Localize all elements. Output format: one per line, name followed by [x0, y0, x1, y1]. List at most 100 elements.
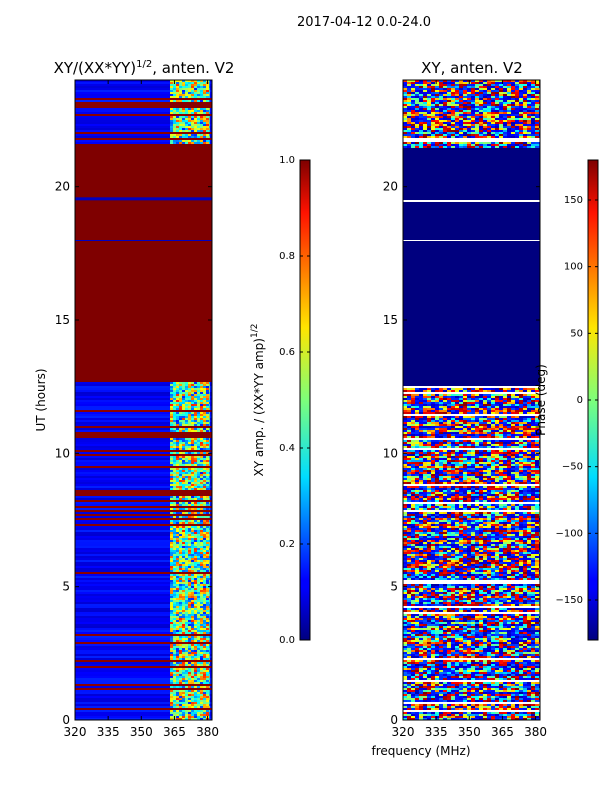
amp-cell [203, 626, 207, 628]
phase-cell [483, 394, 487, 396]
phase-cell [507, 124, 511, 126]
amp-cell [179, 112, 183, 114]
amp-cell [194, 390, 198, 392]
amp-cell [197, 120, 201, 122]
amp-row [75, 586, 171, 588]
phase-cell [455, 446, 459, 448]
amp-cell [200, 528, 204, 530]
amp-cell [179, 470, 183, 472]
amp-cell [188, 460, 192, 462]
amp-cell [203, 670, 207, 672]
phase-cell [439, 410, 443, 412]
phase-cell [431, 108, 435, 110]
amp-cell [170, 416, 174, 418]
amp-cell [170, 402, 174, 404]
phase-cell [447, 428, 451, 430]
amp-cell [185, 576, 189, 578]
phase-cell [475, 102, 479, 104]
phase-cell [531, 406, 535, 408]
phase-cell [455, 412, 459, 414]
phase-cell [447, 132, 451, 134]
phase-cell [499, 96, 503, 98]
phase-cell [435, 416, 439, 418]
amp-cell [173, 658, 177, 660]
amp-cell [170, 404, 174, 406]
amp-cell [206, 112, 210, 114]
phase-cell [463, 120, 467, 122]
phase-cell [459, 432, 463, 434]
amp-row [75, 218, 212, 220]
amp-cell [170, 428, 174, 430]
phase-cell [495, 128, 499, 130]
amp-cell [200, 586, 204, 588]
phase-cell [503, 418, 507, 420]
phase-cell [483, 116, 487, 118]
amp-cell [182, 594, 186, 596]
amp-cell [191, 648, 195, 650]
amp-cell [194, 136, 198, 138]
amp-cell [179, 630, 183, 632]
amp-cell [191, 86, 195, 88]
amp-cell [200, 504, 204, 506]
amp-cell [182, 398, 186, 400]
amp-cell [182, 388, 186, 390]
amp-row [209, 96, 212, 98]
phase-cell [411, 400, 415, 402]
amp-cell [191, 458, 195, 460]
amp-row [209, 694, 212, 696]
phase-cell [487, 126, 491, 128]
phase-cell [471, 400, 475, 402]
amp-cell [194, 716, 198, 718]
phase-cell [491, 110, 495, 112]
amp-cell [194, 420, 198, 422]
amp-cell [176, 476, 180, 478]
amp-cell [197, 502, 201, 504]
amp-cell [191, 636, 195, 638]
amp-cell [197, 678, 201, 680]
amp-cell [182, 586, 186, 588]
phase-cell [459, 134, 463, 136]
amp-cell [170, 394, 174, 396]
phase-cell [463, 394, 467, 396]
phase-cell [471, 128, 475, 130]
amp-row [209, 386, 212, 388]
phase-cell [435, 402, 439, 404]
amp-cell [197, 624, 201, 626]
amp-row [75, 690, 171, 692]
amp-cell [200, 502, 204, 504]
phase-cell [531, 408, 535, 410]
phase-cell [479, 128, 483, 130]
amp-row [75, 274, 212, 276]
amp-cell [200, 458, 204, 460]
amp-cell [188, 428, 192, 430]
phase-cell [431, 142, 435, 144]
amp-cell [203, 124, 207, 126]
phase-cell [419, 420, 423, 422]
phase-cell [475, 100, 479, 102]
phase-cell [499, 434, 503, 436]
phase-cell [407, 398, 411, 400]
phase-cell [463, 396, 467, 398]
amp-cell [206, 136, 210, 138]
amp-cell [188, 638, 192, 640]
amp-cell [191, 448, 195, 450]
phase-cell [407, 434, 411, 436]
amp-cell [206, 538, 210, 540]
amp-cell [191, 498, 195, 500]
amp-cell [197, 100, 201, 102]
amp-cell [200, 616, 204, 618]
phase-cell [515, 398, 519, 400]
amp-cell [194, 130, 198, 132]
phase-cell [419, 446, 423, 448]
amp-cell [197, 568, 201, 570]
phase-cell [503, 408, 507, 410]
amp-cell [170, 594, 174, 596]
phase-cell [479, 102, 483, 104]
amp-cell [194, 428, 198, 430]
amp-row [209, 498, 212, 500]
amp-cell [203, 522, 207, 524]
phase-cell [435, 446, 439, 448]
phase-cell [455, 418, 459, 420]
phase-cell [511, 80, 515, 82]
